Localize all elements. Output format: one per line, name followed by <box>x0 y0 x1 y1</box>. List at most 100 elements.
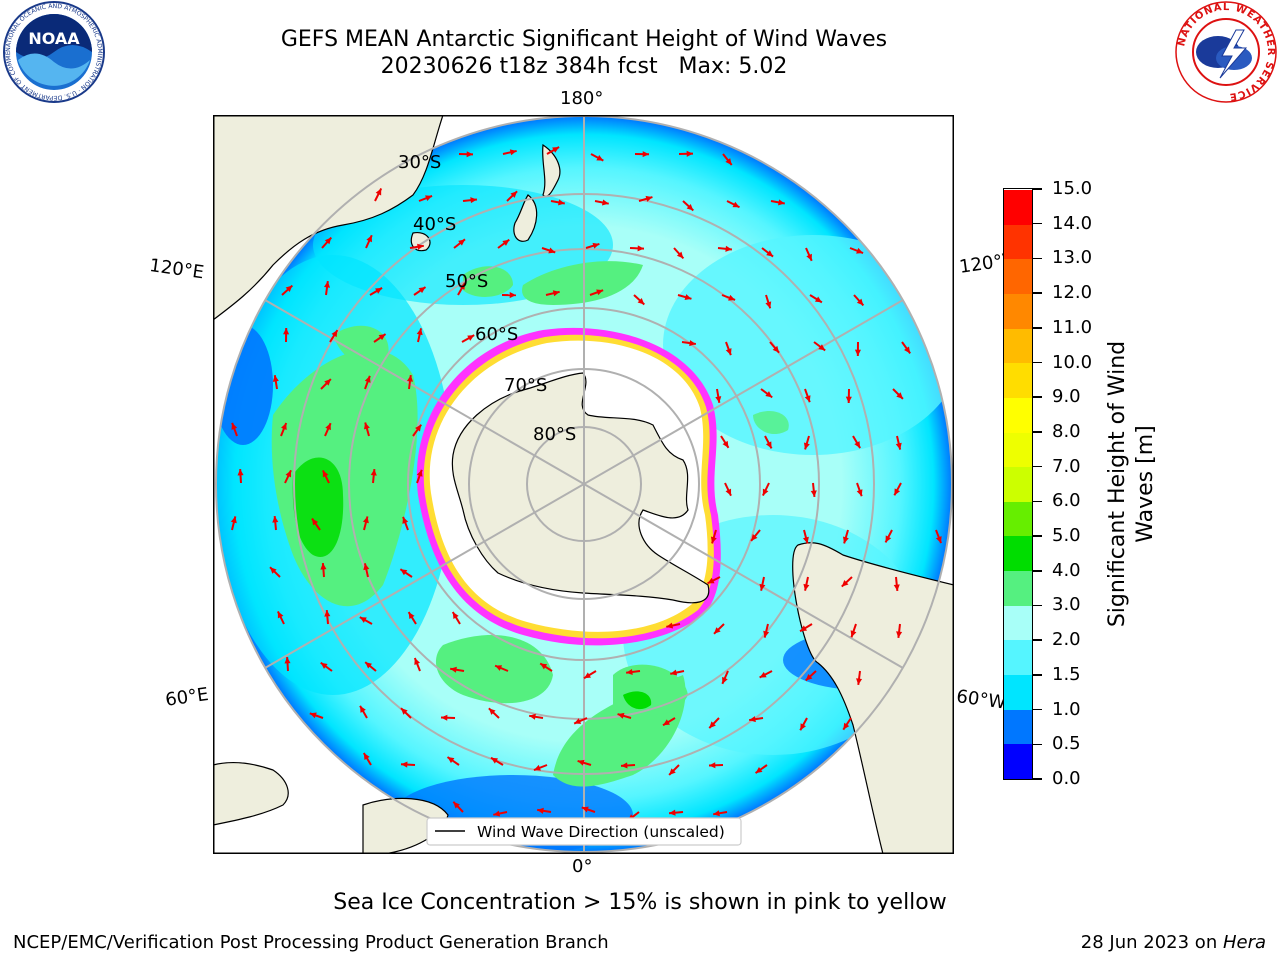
wave-arrow <box>713 623 725 635</box>
colorbar-tick-label: 8.0 <box>1052 420 1081 442</box>
wave-arrow <box>803 435 810 450</box>
wave-arrow <box>710 529 717 544</box>
wave-arrow <box>754 764 768 774</box>
wave-arrow <box>451 611 461 625</box>
wave-arrow <box>850 623 857 638</box>
lat-label-70s: 70°S <box>504 375 547 396</box>
wave-arrow <box>895 435 902 450</box>
africa <box>213 761 289 826</box>
lon-label-0: 0° <box>572 856 593 877</box>
wave-arrow <box>708 717 720 729</box>
colorbar-title-line2: Waves [m] <box>1133 425 1158 543</box>
sea-ice-note: Sea Ice Concentration > 15% is shown in … <box>333 890 947 915</box>
colorbar-segment <box>1004 397 1032 433</box>
wave-arrow <box>715 388 722 403</box>
wave-arrow <box>581 806 596 813</box>
wave-arrow <box>804 388 811 403</box>
wave-arrow <box>762 482 770 497</box>
wave-arrow <box>854 341 861 357</box>
wave-arrow <box>770 199 785 206</box>
new-zealand-south <box>513 194 538 242</box>
plot-subtitle: 20230626 t18z 384h fcst Max: 5.02 <box>380 54 788 79</box>
colorbar-segment <box>1004 362 1032 398</box>
lon-label-60w: 60°W <box>955 686 1004 714</box>
wave-arrow <box>842 717 852 731</box>
wave-arrow <box>573 717 588 725</box>
colorbar-segment <box>1004 224 1032 260</box>
wave-arrow <box>324 280 331 296</box>
wave-arrow <box>369 287 383 296</box>
lon-label-120w: 120°W <box>958 248 1004 278</box>
wave-arrow <box>230 516 237 531</box>
legend-label: Wind Wave Direction (unscaled) <box>477 823 725 841</box>
colorbar-tick-label: 10.0 <box>1052 351 1093 373</box>
colorbar-tick-label: 0.5 <box>1052 733 1081 755</box>
wave-arrow <box>810 482 817 498</box>
noaa-logo: NOAA NATIONAL OCEANIC AND ATMOSPHERIC AD… <box>2 0 105 103</box>
wave-arrow <box>324 609 331 625</box>
colorbar-segment <box>1004 466 1032 502</box>
wave-arrow <box>594 199 609 206</box>
land-masses <box>213 115 954 854</box>
colorbar-title-line1: Significant Height of Wind <box>1105 340 1130 628</box>
wave-arrow <box>749 716 764 723</box>
colorbar-segment <box>1004 501 1032 537</box>
wave-arrow <box>761 247 774 258</box>
wave-arrow <box>488 707 500 719</box>
wave-arrow <box>283 327 290 343</box>
wave-arrow <box>399 568 413 578</box>
wave-arrow <box>841 576 853 588</box>
wave-arrow <box>450 666 465 673</box>
colorbar-tick-label: 2.0 <box>1052 629 1081 651</box>
colorbar-tick <box>1033 604 1042 607</box>
colorbar-tick-label: 13.0 <box>1052 247 1093 269</box>
wave-arrow <box>799 717 808 731</box>
wave-arrow <box>461 334 475 343</box>
wave-arrow <box>541 247 556 254</box>
wave-arrow <box>364 661 377 672</box>
footer-machine: Hera <box>1222 932 1266 953</box>
colorbar-tick-label: 7.0 <box>1052 455 1081 477</box>
colorbar-segment <box>1004 674 1032 710</box>
noaa-logo-text: NOAA <box>28 29 80 48</box>
wave-arrow <box>324 422 332 437</box>
wave-arrow <box>539 662 553 672</box>
wave-arrow <box>856 670 863 686</box>
wave-arrow <box>620 762 636 769</box>
colorbar <box>1003 188 1033 780</box>
colorbar-tick <box>1033 743 1042 746</box>
wave-arrow <box>502 149 517 156</box>
lat-label-40s: 40°S <box>413 214 456 235</box>
high-wave-zones <box>271 261 789 787</box>
colorbar-tick-label: 14.0 <box>1052 212 1093 234</box>
wave-arrow <box>272 375 279 390</box>
colorbar-tick-label: 12.0 <box>1052 282 1093 304</box>
colorbar-tick-label: 9.0 <box>1052 386 1081 408</box>
wave-arrow <box>856 482 863 497</box>
colorbar-tick <box>1033 222 1042 225</box>
colorbar-segment <box>1004 570 1032 606</box>
colorbar-segment <box>1004 258 1032 294</box>
nws-logo: NATIONAL WEATHER SERVICE <box>1175 1 1277 103</box>
lat-label-30s: 30°S <box>398 152 441 173</box>
wave-arrow <box>707 576 721 585</box>
wave-arrow <box>370 468 377 484</box>
wave-arrow <box>546 146 560 155</box>
polar-map: 30°S 40°S 50°S 60°S 70°S 80°S Wind Wave … <box>213 115 954 854</box>
wave-arrow <box>805 670 817 682</box>
colorbar-tick-label: 11.0 <box>1052 316 1093 338</box>
colorbar-segment <box>1004 535 1032 572</box>
lat-label-50s: 50°S <box>445 271 488 292</box>
wave-arrow <box>708 762 724 769</box>
wave-arrow <box>750 529 761 542</box>
colorbar-tick-label: 4.0 <box>1052 559 1081 581</box>
wave-arrow <box>725 341 732 356</box>
wave-arrow <box>803 576 810 591</box>
wave-arrow <box>666 622 681 629</box>
wave-arrow <box>320 661 333 672</box>
colorbar-tick <box>1033 778 1042 780</box>
colorbar-tick <box>1033 639 1042 641</box>
wave-arrow <box>901 341 911 354</box>
colorbar-tick <box>1033 465 1042 468</box>
wave-arrow <box>365 234 373 249</box>
